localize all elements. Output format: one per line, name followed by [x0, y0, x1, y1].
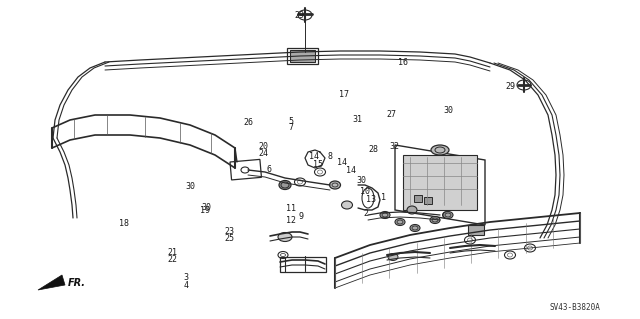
Text: 30: 30: [185, 182, 195, 191]
Bar: [287, 48, 318, 64]
Bar: [468, 225, 484, 235]
Text: 30: 30: [356, 176, 367, 185]
Text: 27: 27: [387, 110, 397, 119]
Ellipse shape: [430, 217, 440, 224]
Ellipse shape: [279, 181, 291, 189]
Text: 24: 24: [259, 149, 269, 158]
Text: 4: 4: [183, 281, 188, 290]
Ellipse shape: [407, 206, 417, 214]
Text: 6: 6: [266, 165, 271, 174]
Bar: [414, 195, 422, 202]
Bar: [280, 257, 326, 272]
Ellipse shape: [278, 233, 292, 241]
Ellipse shape: [330, 181, 340, 189]
Text: 14: 14: [337, 158, 348, 167]
Text: 25: 25: [224, 234, 234, 243]
Text: 29: 29: [294, 11, 305, 20]
Text: 23: 23: [224, 227, 234, 236]
Text: FR.: FR.: [68, 278, 86, 288]
Text: 30: 30: [443, 106, 453, 115]
Text: 5: 5: [289, 117, 294, 126]
Text: 26: 26: [243, 118, 253, 127]
Text: 18: 18: [118, 219, 129, 228]
Ellipse shape: [443, 211, 453, 219]
Ellipse shape: [380, 211, 390, 219]
Bar: [230, 160, 262, 180]
Text: 20: 20: [259, 142, 269, 151]
Bar: [424, 197, 432, 204]
Text: 29: 29: [506, 82, 516, 91]
Text: 19: 19: [200, 206, 210, 215]
Text: 9: 9: [298, 212, 303, 221]
Text: 2: 2: [364, 209, 369, 218]
Text: 13: 13: [366, 195, 376, 204]
Text: 30: 30: [201, 203, 211, 212]
Text: 17: 17: [339, 90, 349, 99]
Text: 31: 31: [352, 115, 362, 124]
Text: 22: 22: [168, 256, 178, 264]
Text: 14: 14: [308, 152, 319, 161]
Polygon shape: [38, 275, 65, 290]
Text: SV43-B3820A: SV43-B3820A: [550, 303, 600, 313]
Text: 15: 15: [313, 160, 323, 169]
Text: 8: 8: [327, 152, 332, 161]
Text: 11: 11: [286, 204, 296, 213]
Ellipse shape: [342, 201, 353, 209]
Text: 16: 16: [398, 58, 408, 67]
Ellipse shape: [442, 211, 451, 219]
Text: 7: 7: [289, 123, 294, 132]
Bar: [290, 50, 315, 62]
Ellipse shape: [388, 254, 398, 261]
Text: 3: 3: [183, 273, 188, 282]
Text: 1: 1: [381, 193, 387, 202]
Ellipse shape: [410, 225, 420, 232]
Text: 10: 10: [360, 187, 370, 196]
Text: 32: 32: [390, 142, 400, 151]
Ellipse shape: [395, 219, 405, 226]
Text: 21: 21: [168, 248, 178, 256]
Text: 14: 14: [346, 166, 356, 175]
Bar: [403, 155, 477, 210]
Ellipse shape: [431, 145, 449, 155]
Text: 28: 28: [368, 145, 378, 154]
Text: 12: 12: [286, 216, 296, 225]
